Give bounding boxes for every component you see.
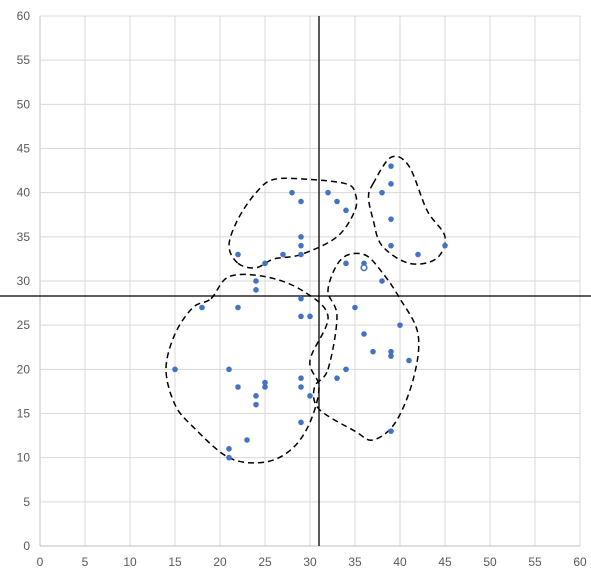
data-point: [280, 251, 286, 258]
y-tick-label: 5: [23, 495, 30, 509]
x-tick-label: 35: [348, 555, 362, 569]
cluster-outline: [312, 252, 420, 442]
data-point: [298, 251, 304, 258]
data-point: [262, 384, 268, 390]
data-point: [379, 189, 385, 196]
y-tick-label: 10: [17, 451, 31, 465]
y-tick-label: 0: [23, 539, 30, 553]
x-tick-label: 10: [123, 555, 137, 569]
data-point: [298, 242, 304, 249]
y-tick-label: 45: [17, 142, 31, 156]
cluster-outline: [228, 177, 358, 269]
data-point: [325, 189, 331, 196]
cluster-outline: [165, 273, 329, 464]
x-tick-label: 50: [483, 555, 497, 569]
x-tick-label: 5: [82, 555, 89, 569]
data-point: [244, 437, 250, 443]
x-tick-label: 20: [213, 555, 227, 569]
y-tick-label: 60: [17, 9, 31, 23]
data-point: [370, 348, 376, 355]
data-point: [343, 260, 349, 267]
data-point: [388, 242, 394, 249]
data-point: [253, 401, 259, 408]
data-point: [352, 304, 358, 311]
data-point: [253, 278, 259, 284]
data-point: [298, 419, 304, 426]
data-point: [397, 322, 403, 328]
data-point: [298, 295, 304, 302]
data-point: [172, 366, 178, 373]
data-point: [298, 375, 304, 381]
grid-lines: [39, 15, 581, 547]
y-tick-label: 50: [17, 97, 31, 111]
y-tick-label: 20: [17, 362, 31, 376]
y-tick-label: 30: [17, 274, 31, 288]
data-point: [361, 331, 367, 337]
data-point: [298, 234, 304, 240]
cluster-outline: [367, 155, 447, 265]
data-point: [253, 393, 259, 399]
y-tick-label: 35: [17, 230, 31, 244]
x-tick-label: 30: [303, 555, 317, 569]
data-point: [307, 393, 313, 399]
y-tick-label: 40: [17, 186, 31, 200]
x-tick-label: 55: [528, 555, 542, 569]
x-tick-label: 45: [438, 555, 452, 569]
x-tick-label: 15: [168, 555, 182, 569]
data-point: [406, 357, 412, 364]
data-point: [334, 375, 340, 381]
data-point: [298, 313, 304, 320]
data-point: [415, 251, 421, 258]
x-tick-label: 60: [573, 555, 587, 569]
data-point: [289, 189, 295, 196]
reference-lines: [0, 16, 591, 546]
x-tick-label: 0: [37, 555, 44, 569]
data-point: [343, 207, 349, 214]
data-point: [307, 313, 313, 320]
data-point: [226, 366, 232, 373]
data-point: [298, 198, 304, 205]
tick-labels: 0 5 10 15 20 25 30 35 40 45 50 55 60 0 5 10 15 20 25 30 35 40…: [17, 9, 587, 569]
y-tick-label: 15: [17, 407, 31, 421]
data-point: [442, 242, 448, 249]
x-tick-label: 25: [258, 555, 272, 569]
data-point: [253, 287, 259, 293]
data-point: [262, 260, 268, 267]
data-point: [235, 384, 241, 390]
data-point: [235, 304, 241, 311]
data-point: [388, 353, 394, 359]
data-point: [388, 216, 394, 222]
data-point: [334, 198, 340, 205]
data-point: [226, 446, 232, 452]
data-point: [388, 163, 394, 169]
data-point: [298, 384, 304, 390]
data-point: [388, 428, 394, 434]
data-point: [388, 348, 394, 355]
x-tick-label: 40: [393, 555, 407, 569]
data-point: [262, 379, 268, 386]
cluster-outlines: [165, 155, 447, 464]
data-point: [360, 264, 368, 272]
data-point: [388, 181, 394, 187]
y-tick-label: 55: [17, 53, 31, 67]
data-point: [343, 366, 349, 373]
data-points: [172, 163, 448, 461]
data-point: [379, 278, 385, 284]
data-point: [235, 251, 241, 258]
data-point: [226, 454, 232, 461]
y-tick-label: 25: [17, 318, 31, 332]
data-point: [199, 304, 205, 311]
